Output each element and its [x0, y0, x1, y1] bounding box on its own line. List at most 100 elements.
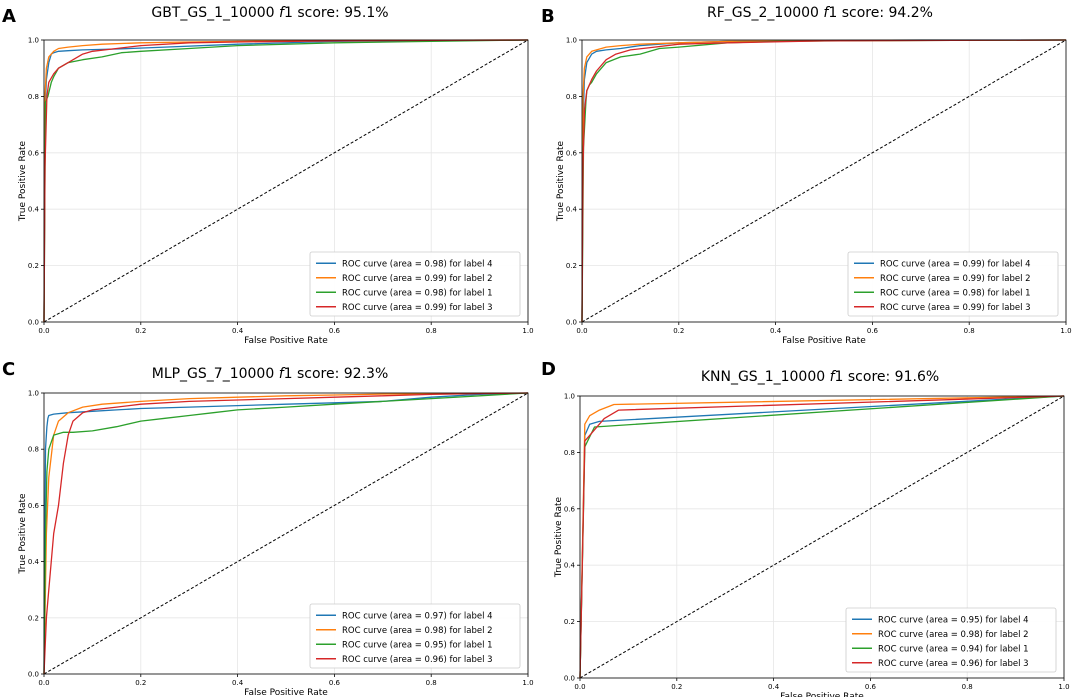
- x-tick-label: 1.0: [1058, 683, 1069, 691]
- y-tick-label: 1.0: [566, 37, 577, 45]
- panel-c: C MLP_GS_7_10000 f1 score: 92.3% 0.0 0.2 0.4…: [2, 359, 534, 697]
- x-tick-label: 1.0: [522, 679, 533, 687]
- x-axis-label: False Positive Rate: [780, 692, 864, 697]
- y-tick-label: 0.2: [28, 614, 39, 622]
- legend-entry-text: ROC curve (area = 0.98) for label 2: [878, 630, 1029, 640]
- x-tick-label: 0.0: [574, 683, 585, 691]
- y-tick-label: 1.0: [28, 390, 39, 398]
- roc-series-label1: [43, 392, 529, 675]
- x-tick-label: 0.2: [135, 679, 146, 687]
- y-tick-label: 0.2: [28, 262, 39, 270]
- y-tick-label: 1.0: [28, 37, 39, 45]
- x-tick-label: 0.4: [768, 683, 780, 691]
- x-tick-label: 0.2: [671, 683, 682, 691]
- axes-frame: [579, 395, 1065, 679]
- x-tick-label: 0.2: [673, 327, 684, 335]
- panel-title-italic: f: [279, 366, 286, 382]
- y-tick-label: 0.6: [566, 149, 578, 157]
- legend-entry-text: ROC curve (area = 0.96) for label 3: [878, 659, 1029, 669]
- panel-b: B RF_GS_2_10000 f1 score: 94.2% 0.0 0.2 0.4 0…: [541, 5, 1072, 346]
- axes-frame: [581, 39, 1067, 323]
- x-axis-label: False Positive Rate: [244, 688, 328, 697]
- y-axis-label: True Positive Rate: [556, 140, 566, 222]
- panel-title: KNN_GS_1_10000 f1 score: 91.6%: [701, 369, 939, 385]
- chance-diagonal-line: [43, 392, 529, 675]
- legend-box: [309, 251, 521, 317]
- chance-diagonal-line: [43, 39, 529, 323]
- legend-entry-text: ROC curve (area = 0.98) for label 1: [342, 288, 493, 298]
- y-tick-label: 0.4: [564, 562, 576, 570]
- roc-series-label1: [43, 39, 529, 323]
- x-axis-label: False Positive Rate: [244, 336, 328, 346]
- legend-entry-text: ROC curve (area = 0.99) for label 3: [342, 303, 493, 313]
- y-tick-label: 0.4: [566, 206, 578, 214]
- roc-series-label2: [43, 392, 529, 675]
- panel-title-prefix: RF_GS_2_10000: [707, 5, 823, 21]
- y-tick-label: 0.8: [28, 446, 39, 454]
- legend: ROC curve (area = 0.97) for label 4 ROC c…: [309, 603, 521, 669]
- legend-entry-text: ROC curve (area = 0.94) for label 1: [878, 644, 1029, 654]
- y-tick-label: 0.0: [28, 319, 39, 327]
- chance-diagonal-line: [581, 39, 1067, 323]
- x-tick-label: 0.0: [38, 679, 49, 687]
- panel-title: RF_GS_2_10000 f1 score: 94.2%: [707, 5, 933, 21]
- x-tick-label: 0.8: [964, 327, 975, 335]
- axes-frame: [43, 39, 529, 323]
- legend-entry-text: ROC curve (area = 0.99) for label 4: [880, 259, 1031, 269]
- legend-box: [847, 251, 1059, 317]
- x-tick-label: 0.2: [135, 327, 146, 335]
- roc-series-label2: [581, 39, 1067, 323]
- panel-title-suffix: 1 score: 94.2%: [828, 5, 933, 21]
- y-tick-label: 0.0: [28, 671, 39, 679]
- legend-entry-text: ROC curve (area = 0.98) for label 4: [342, 259, 493, 269]
- legend-entry-text: ROC curve (area = 0.99) for label 3: [880, 303, 1031, 313]
- legend: ROC curve (area = 0.99) for label 4 ROC c…: [847, 251, 1059, 317]
- panel-title: MLP_GS_7_10000 f1 score: 92.3%: [152, 366, 389, 382]
- legend-entry-text: ROC curve (area = 0.99) for label 2: [342, 274, 493, 284]
- panel-title-prefix: GBT_GS_1_10000: [151, 5, 279, 21]
- legend-box: [845, 607, 1057, 673]
- roc-series-label3: [581, 39, 1067, 323]
- panel-letter: D: [541, 359, 556, 380]
- y-axis-label: True Positive Rate: [18, 493, 28, 575]
- panel-title-prefix: MLP_GS_7_10000: [152, 366, 279, 382]
- panel-d: D KNN_GS_1_10000 f1 score: 91.6% 0.0 0.2 0.4…: [541, 359, 1070, 697]
- legend-box: [309, 603, 521, 669]
- y-tick-label: 0.4: [28, 558, 40, 566]
- panel-title-italic: f: [823, 5, 830, 21]
- x-tick-label: 0.4: [770, 327, 782, 335]
- y-tick-label: 0.8: [564, 449, 575, 457]
- panel-title-suffix: 1 score: 92.3%: [284, 366, 389, 382]
- x-tick-label: 0.8: [426, 679, 437, 687]
- roc-series-label3: [43, 39, 529, 323]
- x-tick-label: 0.0: [576, 327, 587, 335]
- legend: ROC curve (area = 0.98) for label 4 ROC c…: [309, 251, 521, 317]
- x-tick-label: 0.6: [329, 679, 341, 687]
- panel-letter: C: [2, 359, 15, 380]
- legend-entry-text: ROC curve (area = 0.99) for label 2: [880, 274, 1031, 284]
- chance-diagonal-line: [579, 395, 1065, 679]
- x-tick-label: 0.6: [329, 327, 341, 335]
- x-tick-label: 0.6: [865, 683, 877, 691]
- panel-title-suffix: 1 score: 95.1%: [284, 5, 389, 21]
- panel-a: A GBT_GS_1_10000 f1 score: 95.1% 0.0 0.2 0.4…: [2, 5, 534, 346]
- panel-letter: A: [2, 6, 16, 27]
- y-axis-label: True Positive Rate: [18, 140, 28, 222]
- y-tick-label: 0.6: [564, 505, 576, 513]
- legend-entry-text: ROC curve (area = 0.98) for label 1: [880, 288, 1031, 298]
- y-tick-label: 0.0: [566, 319, 577, 327]
- y-tick-label: 0.0: [564, 675, 575, 683]
- panel-title-suffix: 1 score: 91.6%: [835, 369, 940, 385]
- y-tick-label: 0.8: [566, 93, 577, 101]
- roc-series-label4: [43, 39, 529, 323]
- x-tick-label: 0.6: [867, 327, 879, 335]
- roc-series-label3: [579, 395, 1065, 679]
- legend-entry-text: ROC curve (area = 0.95) for label 1: [342, 640, 493, 650]
- panel-title: GBT_GS_1_10000 f1 score: 95.1%: [151, 5, 388, 21]
- y-axis-label: True Positive Rate: [554, 496, 564, 578]
- x-tick-label: 1.0: [522, 327, 533, 335]
- y-tick-label: 0.8: [28, 93, 39, 101]
- y-tick-label: 0.2: [566, 262, 577, 270]
- x-tick-label: 0.8: [426, 327, 437, 335]
